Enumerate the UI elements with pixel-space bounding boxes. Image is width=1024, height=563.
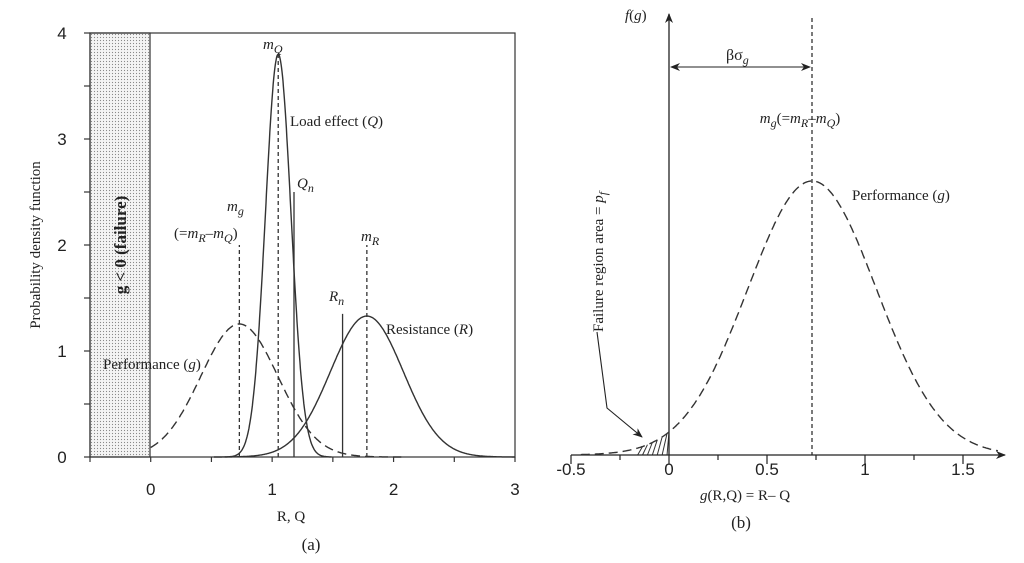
label-mQ: mQ xyxy=(263,37,283,56)
x-tick-label-a: 2 xyxy=(389,480,398,499)
y-axis-label-b: f(g) xyxy=(625,8,647,24)
curves-a xyxy=(150,53,515,458)
panel-label-a: (a) xyxy=(302,535,321,554)
panel-b: -0.5 0 0.5 1 1.5 f(g) βσg mg(=mR–mQ) Perform… xyxy=(556,8,1006,532)
marker-lines-a xyxy=(238,54,368,457)
panel-label-b: (b) xyxy=(731,513,751,532)
hatch-line xyxy=(656,436,663,456)
label-load-effect: Load effect (Q) xyxy=(290,114,383,130)
curves-b xyxy=(580,180,999,456)
x-tick-label-b: 0 xyxy=(664,460,673,479)
label-mR: mR xyxy=(361,229,380,248)
x-tick-label-b: 1 xyxy=(860,460,869,479)
label-mg-definition: (=mR–mQ) xyxy=(174,226,238,245)
hatch-line xyxy=(646,442,653,456)
curve-performance-b xyxy=(580,180,999,456)
label-performance-a: Performance (g) xyxy=(103,357,201,373)
x-tick-label-b: 0.5 xyxy=(755,460,779,479)
x-axis-label-b: g(R,Q) = R– Q xyxy=(700,488,790,504)
label-Rn: Rn xyxy=(328,289,344,308)
hatch-line xyxy=(651,439,658,456)
y-tick-label-a: 4 xyxy=(57,24,66,43)
hatch-line xyxy=(642,444,648,456)
x-tick-label-a: 1 xyxy=(267,480,276,499)
label-Qn: Qn xyxy=(297,176,314,195)
label-failure-area: Failure region area = pf xyxy=(591,190,610,332)
label-resistance: Resistance (R) xyxy=(386,322,473,338)
x-tick-label-a: 0 xyxy=(146,480,155,499)
x-tick-label-b: 1.5 xyxy=(951,460,975,479)
failure-region-label: g < 0 (failure) xyxy=(111,196,130,295)
y-tick-label-a: 3 xyxy=(57,130,66,149)
y-tick-label-a: 0 xyxy=(57,448,66,467)
x-tick-label-b: -0.5 xyxy=(556,460,585,479)
panel-a: 0 1 2 3 0 1 2 3 4 g < 0 (failure) Probability de… xyxy=(28,24,520,554)
axis-ticks-b: -0.5 0 0.5 1 1.5 xyxy=(556,455,975,479)
label-beta-sigma: βσg xyxy=(726,47,749,67)
failure-region xyxy=(89,32,151,458)
x-tick-label-a: 3 xyxy=(510,480,519,499)
failure-area-pointer xyxy=(596,331,643,438)
curve-resistance xyxy=(213,315,515,458)
label-mg-definition-b: mg(=mR–mQ) xyxy=(760,111,841,130)
y-tick-label-a: 2 xyxy=(57,236,66,255)
hatch-line xyxy=(637,446,643,456)
curve-performance xyxy=(150,323,402,458)
y-tick-label-a: 1 xyxy=(57,342,66,361)
curve-load xyxy=(224,53,332,458)
axis-ticks-a: 0 1 2 3 0 1 2 3 4 xyxy=(57,24,519,499)
x-axis-label-a: R, Q xyxy=(277,509,306,525)
hatch-line xyxy=(661,433,668,456)
label-mg: mg xyxy=(227,199,244,218)
y-axis-label-a: Probability density function xyxy=(28,161,44,329)
label-performance-b: Performance (g) xyxy=(852,188,950,204)
